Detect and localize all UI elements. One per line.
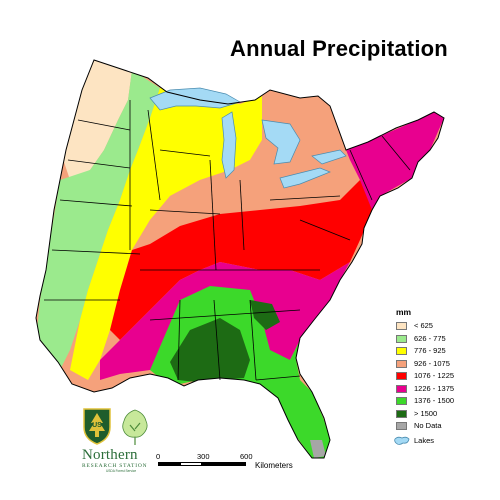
boundary-pa-south (269, 195, 341, 201)
boundary-fl-north (255, 375, 301, 381)
legend-swatch (396, 422, 407, 430)
legend-item: 1226 - 1375 (394, 383, 494, 396)
station-name-line1: Northern (82, 447, 138, 463)
legend-label: 926 - 1075 (414, 358, 450, 368)
legend-swatch (396, 334, 407, 343)
legend-item: 926 - 1075 (394, 358, 494, 371)
legend-label: < 625 (414, 321, 433, 330)
legend-label: 626 - 775 (414, 333, 446, 343)
legend-item: 776 - 925 (394, 345, 494, 358)
legend-label-lakes: Lakes (414, 435, 435, 445)
legend-swatch (396, 409, 407, 418)
legend-item: 1376 - 1500 (394, 395, 494, 408)
legend-swatch (396, 397, 407, 405)
map-title: Annual Precipitation (230, 36, 448, 61)
boundary-nd-sd (77, 119, 131, 131)
legend-swatch (396, 322, 407, 330)
scale-segment (158, 462, 180, 466)
legend-label: 1226 - 1375 (414, 383, 455, 393)
great-lakes (149, 87, 347, 189)
boundary-south-row (149, 309, 301, 321)
legend-label: 776 - 925 (414, 346, 446, 355)
boundary-mn-wi (147, 109, 161, 201)
boundary-va-nc (299, 219, 351, 241)
state-boundaries (44, 100, 411, 381)
boundary-mo-north (149, 209, 221, 215)
boundary-new-england (381, 135, 411, 171)
lake-michigan (221, 111, 237, 179)
lake-erie (279, 167, 331, 189)
scale-segment (202, 462, 246, 466)
forest-service-shield-icon: US (83, 408, 111, 445)
legend-item-lakes: Lakes (394, 435, 494, 448)
boundary-al-ga (249, 299, 257, 381)
zone-no-data (310, 440, 326, 458)
boundary-ar-ms (177, 299, 181, 381)
legend-item: No Data (394, 420, 494, 433)
legend: mm < 625 626 - 775 776 - 925 926 - 1075 … (394, 307, 494, 447)
legend-item: 1076 - 1225 (394, 370, 494, 383)
zone-926-1075 (132, 140, 360, 250)
scale-segment (180, 462, 202, 466)
lake-ontario (311, 149, 347, 165)
legend-swatch (396, 359, 407, 368)
legend-label: 1076 - 1225 (414, 371, 455, 380)
scale-tick-label: 0 (156, 452, 161, 461)
legend-label: > 1500 (414, 408, 438, 418)
legend-item: 626 - 775 (394, 333, 494, 346)
scale-tick-label: 600 (240, 452, 253, 461)
northern-research-station-logo: US Northern RESEARCH STATION USDA Forest… (82, 407, 162, 477)
legend-title: mm (396, 307, 412, 317)
zone-1076-1225 (110, 180, 372, 340)
boundary-ne-ks (59, 199, 133, 207)
zone-gt1500-appalachian (250, 300, 280, 330)
legend-item: < 625 (394, 320, 494, 333)
boundary-ms-al (213, 299, 221, 381)
scale-unit: Kilometers (255, 461, 293, 470)
station-name-line3: USDA Forest Service (106, 469, 137, 473)
tree-icon (122, 409, 148, 445)
legend-swatch (396, 372, 407, 380)
legend-swatch (396, 384, 407, 393)
station-name: Northern RESEARCH STATION USDA Forest Se… (82, 447, 172, 473)
shield-text: US (92, 422, 102, 429)
boundary-il-in (209, 159, 217, 271)
legend-label: No Data (414, 421, 442, 430)
precipitation-zones (36, 60, 444, 458)
boundary-sd-ne (67, 159, 131, 169)
lake-icon (394, 436, 410, 445)
boundary-ny-ne (349, 149, 373, 201)
boundary-ks-ok (51, 249, 141, 255)
lake-huron (261, 119, 301, 165)
zone-gt1500 (170, 318, 250, 382)
scale-bar: 0 300 600 Kilometers (156, 452, 298, 478)
legend-label: 1376 - 1500 (414, 396, 455, 405)
zone-1226-1375-ne (346, 112, 444, 210)
station-name-line2: RESEARCH STATION (82, 463, 148, 469)
boundary-ia-north (159, 149, 211, 157)
zone-626-775 (36, 70, 160, 370)
legend-item: > 1500 (394, 408, 494, 421)
boundary-in-oh (239, 179, 245, 251)
zone-776-925 (70, 88, 262, 380)
scale-tick-label: 300 (197, 452, 210, 461)
legend-swatch (396, 347, 407, 355)
